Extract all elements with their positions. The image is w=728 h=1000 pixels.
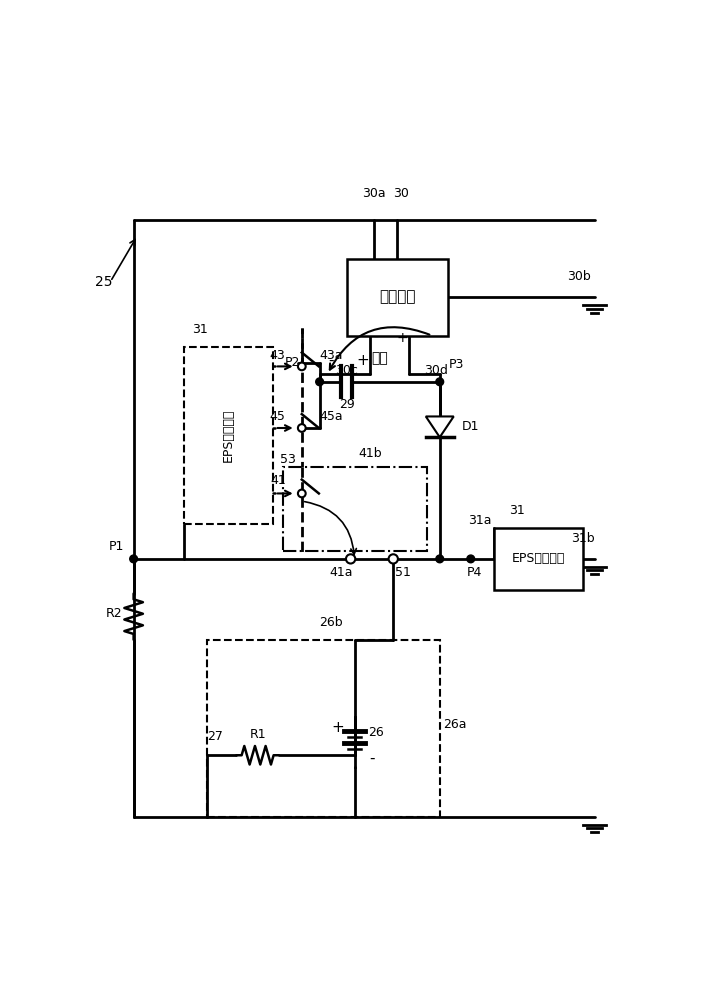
Text: P4: P4 [467, 566, 483, 579]
Text: 43: 43 [269, 349, 285, 362]
Circle shape [316, 378, 323, 386]
Bar [494, 528, 583, 590]
Text: 41a: 41a [330, 566, 353, 579]
Text: 51: 51 [395, 566, 411, 579]
Text: 53: 53 [280, 453, 296, 466]
Text: +: + [397, 331, 408, 345]
Text: 26a: 26a [443, 718, 467, 731]
Text: EPS控制装置: EPS控制装置 [222, 409, 235, 462]
Text: 升压电路: 升压电路 [379, 290, 416, 305]
Text: +: + [331, 720, 344, 735]
Text: 45: 45 [269, 410, 285, 423]
Text: 30: 30 [393, 187, 409, 200]
Text: 41: 41 [271, 474, 286, 487]
Bar [184, 347, 273, 524]
Text: 充电: 充电 [371, 352, 388, 366]
Text: 31: 31 [191, 323, 207, 336]
Text: 30a: 30a [362, 187, 386, 200]
Text: 25: 25 [95, 275, 113, 289]
Polygon shape [426, 416, 454, 437]
Text: 26: 26 [368, 726, 384, 739]
Text: 43a: 43a [320, 349, 343, 362]
Bar [283, 466, 427, 551]
Text: 41b: 41b [359, 447, 382, 460]
Text: 27: 27 [207, 730, 223, 743]
Text: 31a: 31a [468, 514, 492, 527]
Text: -: - [328, 353, 334, 368]
Circle shape [436, 378, 443, 386]
Circle shape [130, 555, 138, 563]
Text: 30d: 30d [424, 364, 448, 377]
Text: EPS控制装置: EPS控制装置 [512, 552, 565, 565]
Text: R2: R2 [106, 607, 122, 620]
Text: R1: R1 [249, 728, 266, 741]
Circle shape [346, 554, 355, 564]
Text: 31b: 31b [571, 532, 595, 545]
Bar [347, 259, 448, 336]
Text: 31: 31 [510, 504, 525, 517]
Text: 30c: 30c [336, 364, 358, 377]
Text: P3: P3 [449, 358, 464, 371]
Text: 45a: 45a [320, 410, 343, 423]
Circle shape [298, 490, 306, 497]
Text: -: - [369, 751, 374, 766]
Text: -: - [373, 331, 379, 345]
Text: +: + [356, 353, 368, 368]
Circle shape [298, 363, 306, 370]
Circle shape [298, 424, 306, 432]
Text: D1: D1 [462, 420, 480, 433]
Circle shape [467, 555, 475, 563]
Circle shape [436, 555, 443, 563]
Circle shape [389, 554, 398, 564]
Bar [207, 640, 440, 817]
Text: P1: P1 [109, 540, 124, 553]
Text: P2: P2 [285, 356, 300, 369]
Text: 26b: 26b [320, 616, 343, 629]
Text: 30b: 30b [567, 270, 591, 283]
Text: 29: 29 [339, 398, 355, 411]
